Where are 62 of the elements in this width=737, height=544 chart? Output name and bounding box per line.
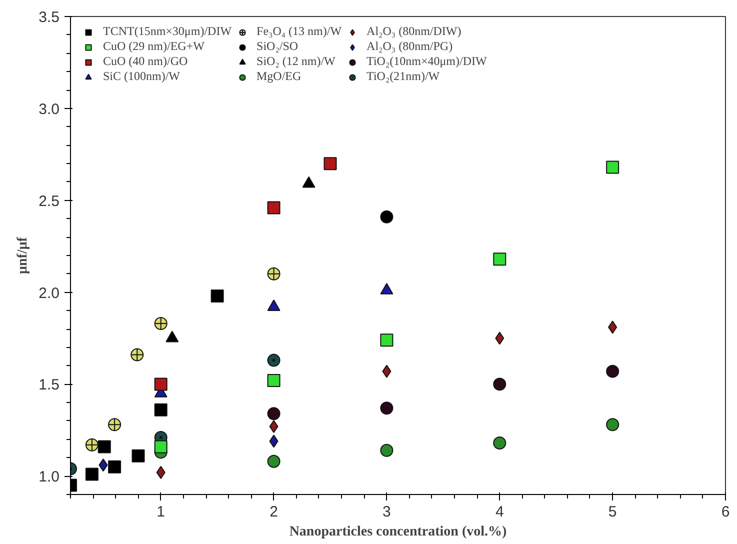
legend-label: CuO (29 nm)/EG+W [103,39,204,54]
point [267,201,280,214]
point [493,252,506,266]
legend-label: Al₂O₃ (80nm/DIW) [366,24,462,39]
x-axis-title: Nanoparticles concentration (vol.%) [289,524,508,540]
x-tick-label: 4 [495,504,504,520]
point [267,454,280,468]
legend-label: Al₂O₃ (80nm/PG) [366,39,453,54]
point [269,420,278,433]
legend-label: TiO₂(10nm×40μm)/DIW [366,54,487,69]
y-tick-label: 2.5 [38,192,60,210]
y-tick-label: 3.5 [38,9,60,26]
point [98,458,108,472]
x-tick-label: 5 [608,504,617,520]
point [108,460,122,474]
point [380,210,394,224]
point [380,444,394,457]
legend-label: TiO₂(21nm)/W [366,69,440,84]
point [380,334,394,347]
point [98,440,111,454]
x-tick-label: 1 [156,504,166,520]
point [608,320,618,334]
point [154,317,168,330]
point [606,160,620,174]
point [85,438,98,452]
x-tick-label: 2 [270,504,278,520]
legend-label: TCNT(15nm×30μm)/DIW [103,24,232,39]
point [154,378,168,391]
legend-label: SiO₂/SO [256,39,298,54]
point [606,418,620,432]
point [267,374,280,388]
point [267,407,280,420]
point [606,364,620,378]
y-tick-label: 1.5 [38,376,60,394]
point [324,157,337,170]
point [380,402,394,415]
legend-label: MgO/EG [256,69,302,84]
x-tick-label: 6 [721,504,730,520]
legend-label: SiO₂ (12 nm)/W [256,54,336,69]
point [132,449,145,462]
point [493,436,506,450]
point [154,403,168,416]
y-tick-label: 1.0 [38,468,60,486]
point [130,348,144,362]
y-axis-title: μnf/μf [16,236,31,274]
legend-label: Fe₃O₄ (13 nm)/W [256,24,342,39]
y-tick-label: 3.0 [38,100,60,118]
point [267,267,280,280]
point [382,364,392,378]
point [493,378,506,391]
point [156,466,166,479]
point [85,468,98,481]
y-tick-label: 2.0 [38,284,60,302]
legend-label: SiC (100nm)/W [103,69,180,84]
point [210,289,224,302]
point [108,418,122,432]
point [267,354,280,367]
point [269,434,278,448]
x-tick-label: 3 [382,504,391,520]
point [154,440,168,454]
point [495,332,504,345]
legend-label: CuO (40 nm)/GO [103,54,188,69]
